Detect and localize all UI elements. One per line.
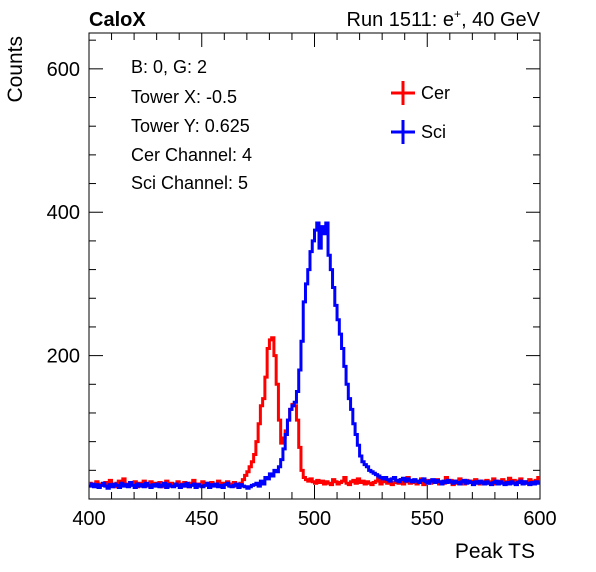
info-line-2: Tower X: -0.5	[131, 87, 237, 107]
info-line-5: Sci Channel: 5	[131, 173, 248, 193]
y-tick-label: 600	[47, 59, 80, 81]
x-tick-label: 400	[72, 508, 105, 530]
x-tick-label: 550	[411, 508, 444, 530]
header-right-prefix: Run 1511: e	[347, 9, 455, 31]
header-right-suffix: , 40 GeV	[461, 9, 541, 31]
x-tick-label: 600	[523, 508, 556, 530]
legend: Cer Sci	[391, 81, 450, 144]
legend-cer-label: Cer	[421, 83, 450, 103]
info-line-1: B: 0, G: 2	[131, 57, 207, 77]
series-layer	[89, 221, 540, 490]
header-right-label: Run 1511: e+, 40 GeV	[347, 7, 541, 31]
series-cer-line	[89, 336, 540, 489]
x-axis-title: Peak TS	[455, 540, 535, 563]
header-right-sup: +	[454, 7, 461, 21]
legend-sci-marker	[391, 120, 415, 144]
header-left-label: CaloX	[89, 9, 146, 31]
x-tick-label: 450	[185, 508, 218, 530]
y-axis-title: Counts	[4, 36, 27, 103]
ticks-layer: 400 450 500 550 600 200 400 600	[47, 33, 557, 530]
y-tick-label: 400	[47, 202, 80, 224]
series-sci-line	[89, 221, 540, 490]
y-tick-label: 200	[47, 346, 80, 368]
x-tick-label: 500	[298, 508, 331, 530]
info-line-3: Tower Y: 0.625	[131, 116, 250, 136]
info-box: B: 0, G: 2 Tower X: -0.5 Tower Y: 0.625 …	[131, 57, 252, 193]
legend-sci-label: Sci	[421, 122, 446, 142]
legend-cer-marker	[391, 81, 415, 105]
info-line-4: Cer Channel: 4	[131, 145, 252, 165]
